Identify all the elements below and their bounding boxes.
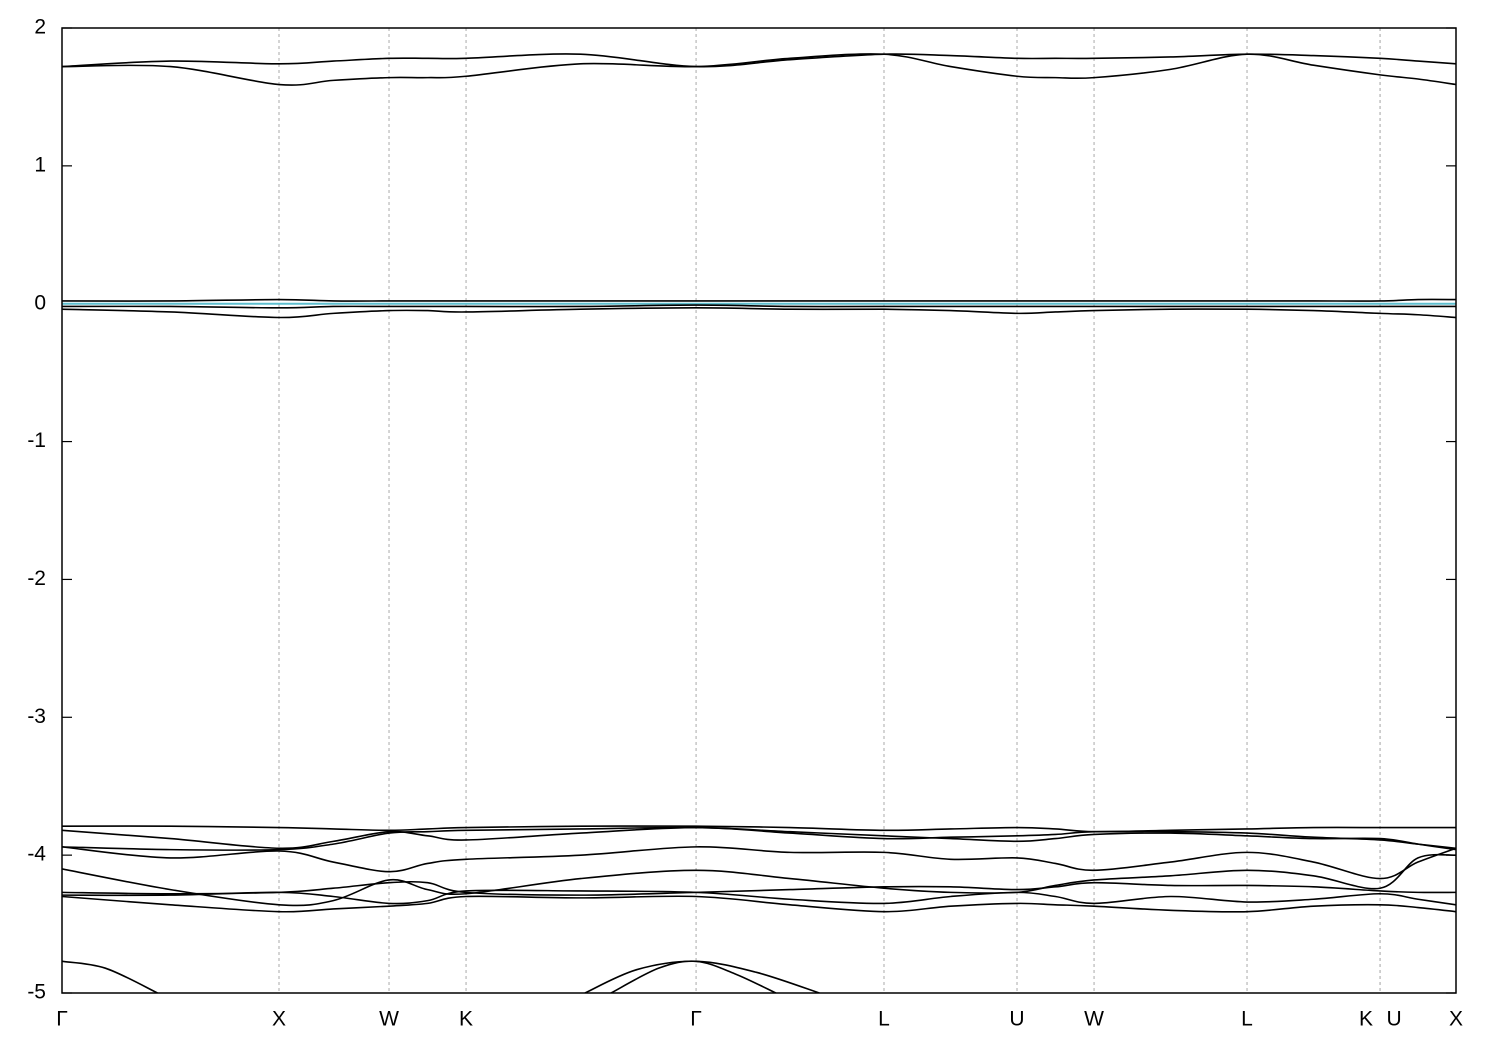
- x-tick-label: Γ: [690, 1008, 702, 1031]
- y-tick-label: 2: [34, 16, 46, 39]
- band-line: [62, 53, 1456, 68]
- band-line: [62, 298, 1456, 302]
- y-tick-label: 0: [34, 291, 46, 314]
- y-tick-label: -2: [27, 567, 46, 590]
- band-line: [62, 307, 1456, 319]
- band-line: [62, 825, 1456, 833]
- band-line: [62, 960, 158, 993]
- y-tick-label: -3: [27, 705, 46, 728]
- band-line: [62, 826, 1456, 851]
- x-tick-label: L: [878, 1008, 890, 1031]
- band-line: [610, 960, 777, 993]
- y-tick-label: -4: [27, 843, 46, 866]
- bands: [62, 53, 1456, 993]
- x-tick-label: U: [1386, 1008, 1401, 1031]
- x-tick-label: W: [1084, 1008, 1104, 1031]
- x-tick-label: K: [459, 1008, 473, 1031]
- band-line: [62, 895, 1456, 913]
- x-tick-label: L: [1241, 1008, 1253, 1031]
- x-tick-label: X: [1449, 1008, 1463, 1031]
- y-tick-label: -5: [27, 981, 46, 1004]
- band-line: [62, 304, 1456, 309]
- band-line: [62, 853, 1456, 907]
- x-tick-label: Γ: [56, 1008, 68, 1031]
- x-tick-label: U: [1009, 1008, 1024, 1031]
- x-tick-label: W: [379, 1008, 399, 1031]
- band-line: [62, 846, 1456, 880]
- band-line: [62, 826, 1456, 850]
- band-line: [62, 53, 1456, 86]
- plot-frame: [61, 27, 1457, 994]
- band-line: [62, 880, 1456, 896]
- x-tick-label: K: [1359, 1008, 1373, 1031]
- y-tick-label: -1: [27, 429, 46, 452]
- y-tick-label: 1: [34, 153, 46, 176]
- band-line: [62, 889, 1456, 906]
- x-tick-label: X: [272, 1008, 286, 1031]
